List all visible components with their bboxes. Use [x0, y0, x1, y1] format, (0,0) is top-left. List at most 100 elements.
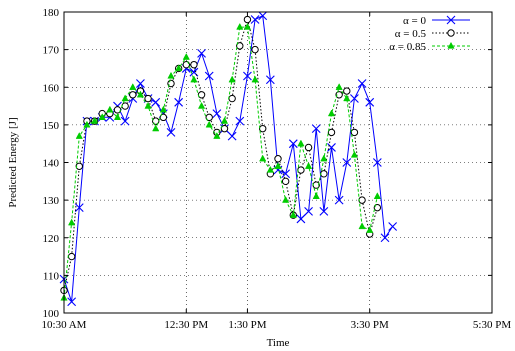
data-point	[213, 132, 221, 139]
y-tick-label: 120	[43, 233, 60, 245]
legend-label: α = 0	[403, 15, 426, 27]
legend-label: α = 0.85	[389, 41, 426, 53]
data-point	[297, 166, 305, 174]
data-point	[68, 218, 76, 226]
data-point	[204, 71, 214, 81]
data-point	[350, 150, 359, 158]
data-point	[243, 22, 252, 30]
data-point	[74, 203, 84, 213]
data-point	[327, 128, 336, 137]
x-axis-label: Time	[267, 337, 290, 349]
data-point	[304, 143, 313, 152]
data-point	[327, 143, 336, 152]
y-tick-label: 160	[43, 82, 60, 94]
y-tick-label: 140	[43, 158, 60, 170]
y-axis-label: Predicted Energy [J]	[7, 117, 19, 207]
data-point	[159, 105, 167, 113]
data-point	[67, 297, 77, 307]
data-point	[357, 79, 367, 88]
data-point	[282, 195, 290, 203]
grid-lines	[64, 12, 492, 313]
data-point	[175, 64, 183, 72]
data-point	[243, 71, 252, 81]
data-point	[358, 196, 366, 204]
data-point	[327, 109, 336, 117]
data-point	[98, 113, 106, 120]
data-point	[121, 94, 129, 102]
series-layer	[59, 11, 398, 307]
data-point	[266, 165, 274, 173]
data-point	[335, 83, 343, 90]
x-tick-label: 12:30 PM	[164, 319, 208, 331]
data-point	[251, 45, 259, 54]
data-point	[274, 155, 282, 163]
data-point	[236, 42, 244, 50]
data-point	[227, 131, 237, 141]
x-tick-label: 1:30 PM	[228, 319, 266, 331]
data-point	[129, 83, 137, 90]
data-point	[350, 94, 359, 103]
data-point	[334, 195, 344, 205]
data-point	[297, 139, 305, 147]
y-tick-label: 100	[43, 308, 60, 320]
data-point	[182, 53, 190, 60]
data-point	[343, 94, 351, 102]
data-point	[228, 75, 236, 83]
x-tick-label: 3:30 PM	[351, 319, 389, 331]
data-point	[319, 207, 329, 216]
data-point	[75, 162, 83, 170]
data-point	[366, 226, 374, 233]
data-point	[320, 170, 328, 178]
data-point	[136, 79, 145, 88]
data-point	[174, 97, 184, 107]
data-point	[220, 116, 229, 124]
data-point	[190, 60, 198, 69]
y-tick-label: 110	[43, 270, 60, 282]
data-point	[220, 124, 229, 133]
data-point	[235, 116, 245, 126]
data-point	[136, 90, 145, 98]
data-point	[129, 91, 137, 99]
axis-ticks: 100 110 120 130 140 150 160 170 180 10:30 AM 12:30…	[42, 7, 512, 331]
data-point	[335, 91, 343, 99]
data-point	[75, 132, 83, 139]
data-point	[312, 192, 320, 200]
data-point	[343, 87, 351, 95]
data-point	[113, 113, 122, 120]
data-point	[358, 222, 366, 230]
data-point	[243, 15, 252, 24]
data-point	[90, 116, 99, 124]
data-point	[251, 75, 259, 83]
data-point	[365, 97, 375, 107]
data-point	[250, 15, 260, 24]
data-point	[212, 109, 222, 118]
data-point	[106, 105, 114, 113]
data-point	[190, 75, 198, 83]
data-point	[67, 252, 76, 261]
data-point	[320, 154, 328, 162]
legend-label: α = 0.5	[395, 28, 427, 40]
series-0	[59, 11, 398, 307]
data-point	[373, 192, 381, 200]
legend-marker	[447, 41, 455, 49]
data-point	[159, 113, 168, 122]
data-point	[281, 169, 291, 179]
data-point	[342, 158, 352, 167]
y-tick-label: 130	[43, 195, 60, 207]
data-point	[144, 94, 152, 103]
data-point	[372, 158, 382, 167]
data-point	[259, 154, 267, 162]
data-point	[197, 101, 206, 109]
data-point	[152, 124, 160, 132]
data-point	[205, 113, 213, 122]
data-point	[144, 101, 152, 109]
x-tick-label: 5:30 PM	[473, 319, 511, 331]
data-point	[265, 75, 275, 85]
data-point	[166, 128, 176, 137]
data-point	[304, 207, 313, 216]
data-point	[197, 48, 206, 58]
data-point	[350, 128, 359, 137]
data-point	[311, 124, 321, 134]
data-point	[388, 222, 398, 231]
